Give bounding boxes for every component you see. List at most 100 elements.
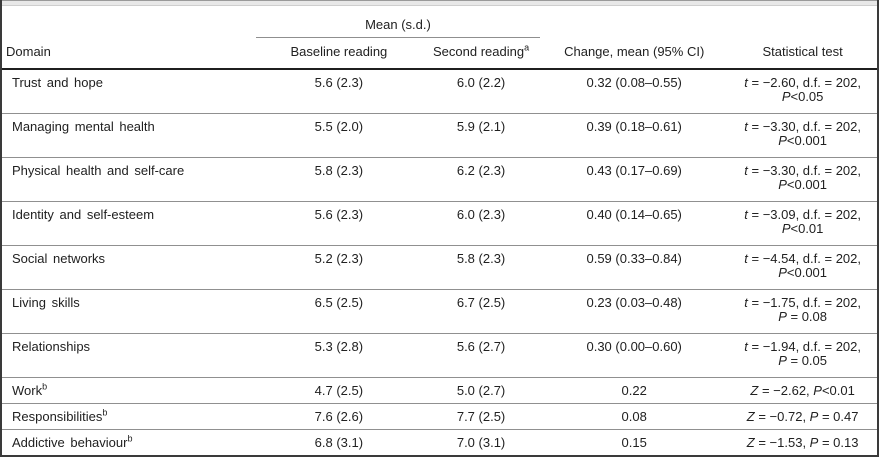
cell-change: 0.23 (0.03–0.48)	[540, 289, 729, 334]
table-header: Mean (s.d.) Domain Baseline reading Seco…	[2, 6, 877, 70]
stat-variable: P	[813, 383, 822, 398]
cell-second-reading: 7.0 (3.1)	[422, 429, 541, 455]
stat-text: <0.001	[786, 177, 828, 192]
table-row: Addictive behaviourb 6.8 (3.1) 7.0 (3.1) 0.…	[2, 429, 877, 455]
stat-variable: Z	[746, 409, 755, 424]
cell-baseline-reading: 5.6 (2.3)	[314, 75, 364, 90]
stat-text: = −4.54, d.f. = 202,	[747, 251, 861, 266]
cell-baseline-reading: 4.7 (2.5)	[255, 377, 422, 404]
stat-variable: t	[744, 207, 748, 222]
stat-text: <0.001	[786, 133, 828, 148]
stat-variable: P	[781, 89, 791, 104]
stat-variable: P	[781, 221, 791, 236]
cell-statistical-test: t = −2.60, d.f. = 202, P<0.05	[728, 69, 877, 114]
table-body: Trust and hope 5.6 (2.3) 6.0 (2.2) 0.32 (0.…	[2, 69, 877, 455]
stat-variable: t	[744, 75, 748, 90]
spanner-spacer	[540, 6, 728, 38]
stat-variable: t	[744, 251, 748, 266]
col-header-domain: Domain	[2, 37, 256, 70]
spanner-spacer	[2, 6, 256, 38]
outcomes-table: Mean (s.d.) Domain Baseline reading Seco…	[2, 6, 877, 455]
cell-statistical-test: t = −3.09, d.f. = 202, P<0.01	[728, 201, 877, 246]
stat-text: <0.05	[790, 89, 824, 104]
cell-domain: Addictive behaviourb	[2, 429, 256, 455]
stat-line: t = −3.30, d.f. = 202,	[732, 164, 873, 178]
column-header-row: Domain Baseline reading Second readinga …	[2, 37, 877, 70]
cell-baseline-reading: 5.8 (2.3)	[255, 157, 422, 202]
stat-text: = −1.94, d.f. = 202,	[747, 339, 861, 354]
stat-text: = −1.53,	[754, 435, 810, 450]
cell-domain: Managing mental health	[2, 113, 256, 158]
stat-text: = −2.60, d.f. = 202,	[747, 75, 861, 90]
cell-baseline-reading: 5.6 (2.3)	[255, 201, 422, 246]
cell-change: 0.59 (0.33–0.84)	[540, 245, 729, 290]
cell-second-reading: 5.6 (2.7)	[422, 333, 541, 378]
col-header-second-reading: Second readinga	[422, 37, 541, 70]
col-header-baseline-reading: Baseline reading	[255, 37, 422, 70]
cell-statistical-test: Z = −2.62, P<0.01	[728, 377, 877, 404]
cell-change: 0.32 (0.08–0.55)	[586, 75, 682, 90]
stat-line: P = 0.08	[732, 310, 873, 324]
stat-variable: P	[809, 409, 819, 424]
stat-text: = 0.08	[786, 309, 828, 324]
table-row: Workb 4.7 (2.5) 5.0 (2.7) 0.22 Z = −2.62, P<…	[2, 377, 877, 404]
stat-variable: P	[809, 435, 819, 450]
cell-second-reading: 6.0 (2.2)	[456, 75, 506, 90]
cell-baseline-reading: 5.2 (2.3)	[255, 245, 422, 290]
cell-statistical-test: t = −3.30, d.f. = 202, P<0.001	[728, 157, 877, 202]
cell-baseline-reading: 5.3 (2.8)	[255, 333, 422, 378]
cell-domain: Trust and hope	[12, 75, 103, 90]
footnote-marker-b: b	[127, 433, 133, 444]
stat-variable: Z	[746, 435, 755, 450]
stat-line: t = −3.30, d.f. = 202,	[732, 120, 873, 134]
stat-line: t = −3.09, d.f. = 202,	[732, 208, 873, 222]
table-row: Physical health and self-care 5.8 (2.3) 6.…	[2, 157, 877, 202]
cell-statistical-test: t = −1.75, d.f. = 202, P = 0.08	[728, 289, 877, 334]
stat-line: t = −2.60, d.f. = 202,	[732, 76, 873, 90]
stat-line: P<0.001	[732, 266, 873, 280]
footnote-marker-b: b	[42, 381, 48, 392]
cell-second-reading: 6.2 (2.3)	[422, 157, 541, 202]
stat-variable: P	[778, 133, 787, 148]
cell-change: 0.40 (0.14–0.65)	[540, 201, 729, 246]
table-row: Relationships 5.3 (2.8) 5.6 (2.7) 0.30 (0.0…	[2, 333, 877, 378]
stat-text: <0.01	[790, 221, 824, 236]
stat-variable: t	[744, 119, 748, 134]
stat-text: = −3.30, d.f. = 202,	[747, 163, 861, 178]
cell-change: 0.43 (0.17–0.69)	[540, 157, 729, 202]
cell-second-reading: 6.0 (2.3)	[422, 201, 541, 246]
stat-line: P<0.001	[732, 134, 873, 148]
stat-line: Z = −0.72, P = 0.47	[732, 410, 873, 424]
spanner-spacer	[728, 6, 877, 38]
cell-baseline-reading: 6.5 (2.5)	[255, 289, 422, 334]
stat-variable: Z	[750, 383, 759, 398]
stat-text: = 0.05	[786, 353, 828, 368]
stat-text: <0.01	[821, 383, 855, 398]
stat-line: P<0.05	[732, 90, 873, 104]
cell-statistical-test: t = −4.54, d.f. = 202, P<0.001	[728, 245, 877, 290]
stat-line: Z = −1.53, P = 0.13	[732, 436, 873, 450]
cell-change: 0.22	[540, 377, 729, 404]
stat-variable: P	[778, 353, 787, 368]
stat-line: Z = −2.62, P<0.01	[732, 384, 873, 398]
cell-change: 0.39 (0.18–0.61)	[540, 113, 729, 158]
cell-domain: Workb	[2, 377, 256, 404]
cell-statistical-test: Z = −1.53, P = 0.13	[728, 429, 877, 455]
stat-line: P = 0.05	[732, 354, 873, 368]
table-row: Identity and self-esteem 5.6 (2.3) 6.0 (2.…	[2, 201, 877, 246]
cropped-caption-strip	[2, 0, 877, 6]
cell-domain: Responsibilitiesb	[2, 403, 256, 430]
stat-line: t = −4.54, d.f. = 202,	[732, 252, 873, 266]
cell-second-reading: 5.0 (2.7)	[422, 377, 541, 404]
stat-variable: t	[744, 163, 748, 178]
cell-statistical-test: t = −3.30, d.f. = 202, P<0.001	[728, 113, 877, 158]
stat-text: = 0.47	[818, 409, 859, 424]
table-row: Trust and hope 5.6 (2.3) 6.0 (2.2) 0.32 (0.…	[2, 69, 877, 114]
spanner-row: Mean (s.d.)	[2, 6, 877, 38]
stat-variable: P	[778, 177, 787, 192]
cell-statistical-test: t = −1.94, d.f. = 202, P = 0.05	[728, 333, 877, 378]
table-row: Responsibilitiesb 7.6 (2.6) 7.7 (2.5) 0.08 Z…	[2, 403, 877, 430]
stat-text: = −0.72,	[754, 409, 810, 424]
stat-text: <0.001	[786, 265, 828, 280]
